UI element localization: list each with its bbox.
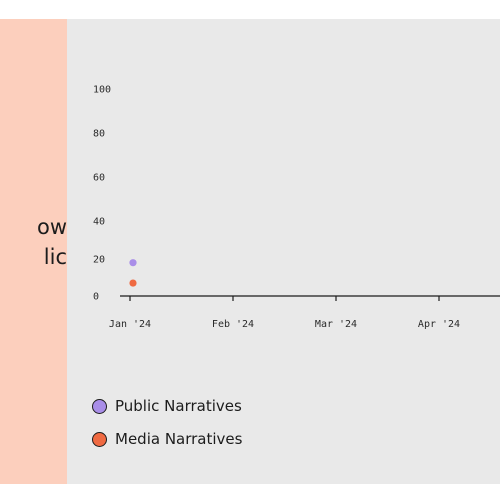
left-panel: ow lic (0, 19, 67, 484)
x-tick-label: Jan '24 (109, 319, 151, 330)
legend-swatch-media (92, 431, 107, 447)
y-tick-label: 80 (93, 129, 105, 140)
headline-line-1: ow (36, 215, 67, 239)
y-tick-label: 0 (93, 292, 99, 303)
y-tick-label: 100 (93, 85, 111, 96)
legend-swatch-public (92, 398, 107, 414)
y-tick-label: 20 (93, 255, 105, 266)
x-tick-label: Mar '24 (315, 319, 357, 330)
data-point-media-narratives[interactable] (129, 279, 137, 287)
y-tick-label: 60 (93, 173, 105, 184)
scatter-chart: Jan '24 Feb '24 Mar '24 Apr '24 100 80 60 40 20 0 (93, 85, 500, 330)
legend-item-media-narratives[interactable]: Media Narratives (92, 429, 242, 449)
x-tick-label: Apr '24 (418, 319, 460, 330)
headline-line-2: lic (43, 245, 67, 269)
chart-legend: Public Narratives Media Narratives (92, 396, 242, 462)
legend-item-public-narratives[interactable]: Public Narratives (92, 396, 242, 416)
x-tick-label: Feb '24 (212, 319, 254, 330)
chart-panel: Jan '24 Feb '24 Mar '24 Apr '24 100 80 60 40 20 0 (67, 19, 500, 484)
data-point-public-narratives[interactable] (129, 259, 137, 267)
legend-label-media: Media Narratives (115, 430, 243, 448)
headline-text: ow lic (0, 212, 67, 272)
legend-label-public: Public Narratives (115, 397, 242, 415)
y-tick-label: 40 (93, 217, 105, 228)
